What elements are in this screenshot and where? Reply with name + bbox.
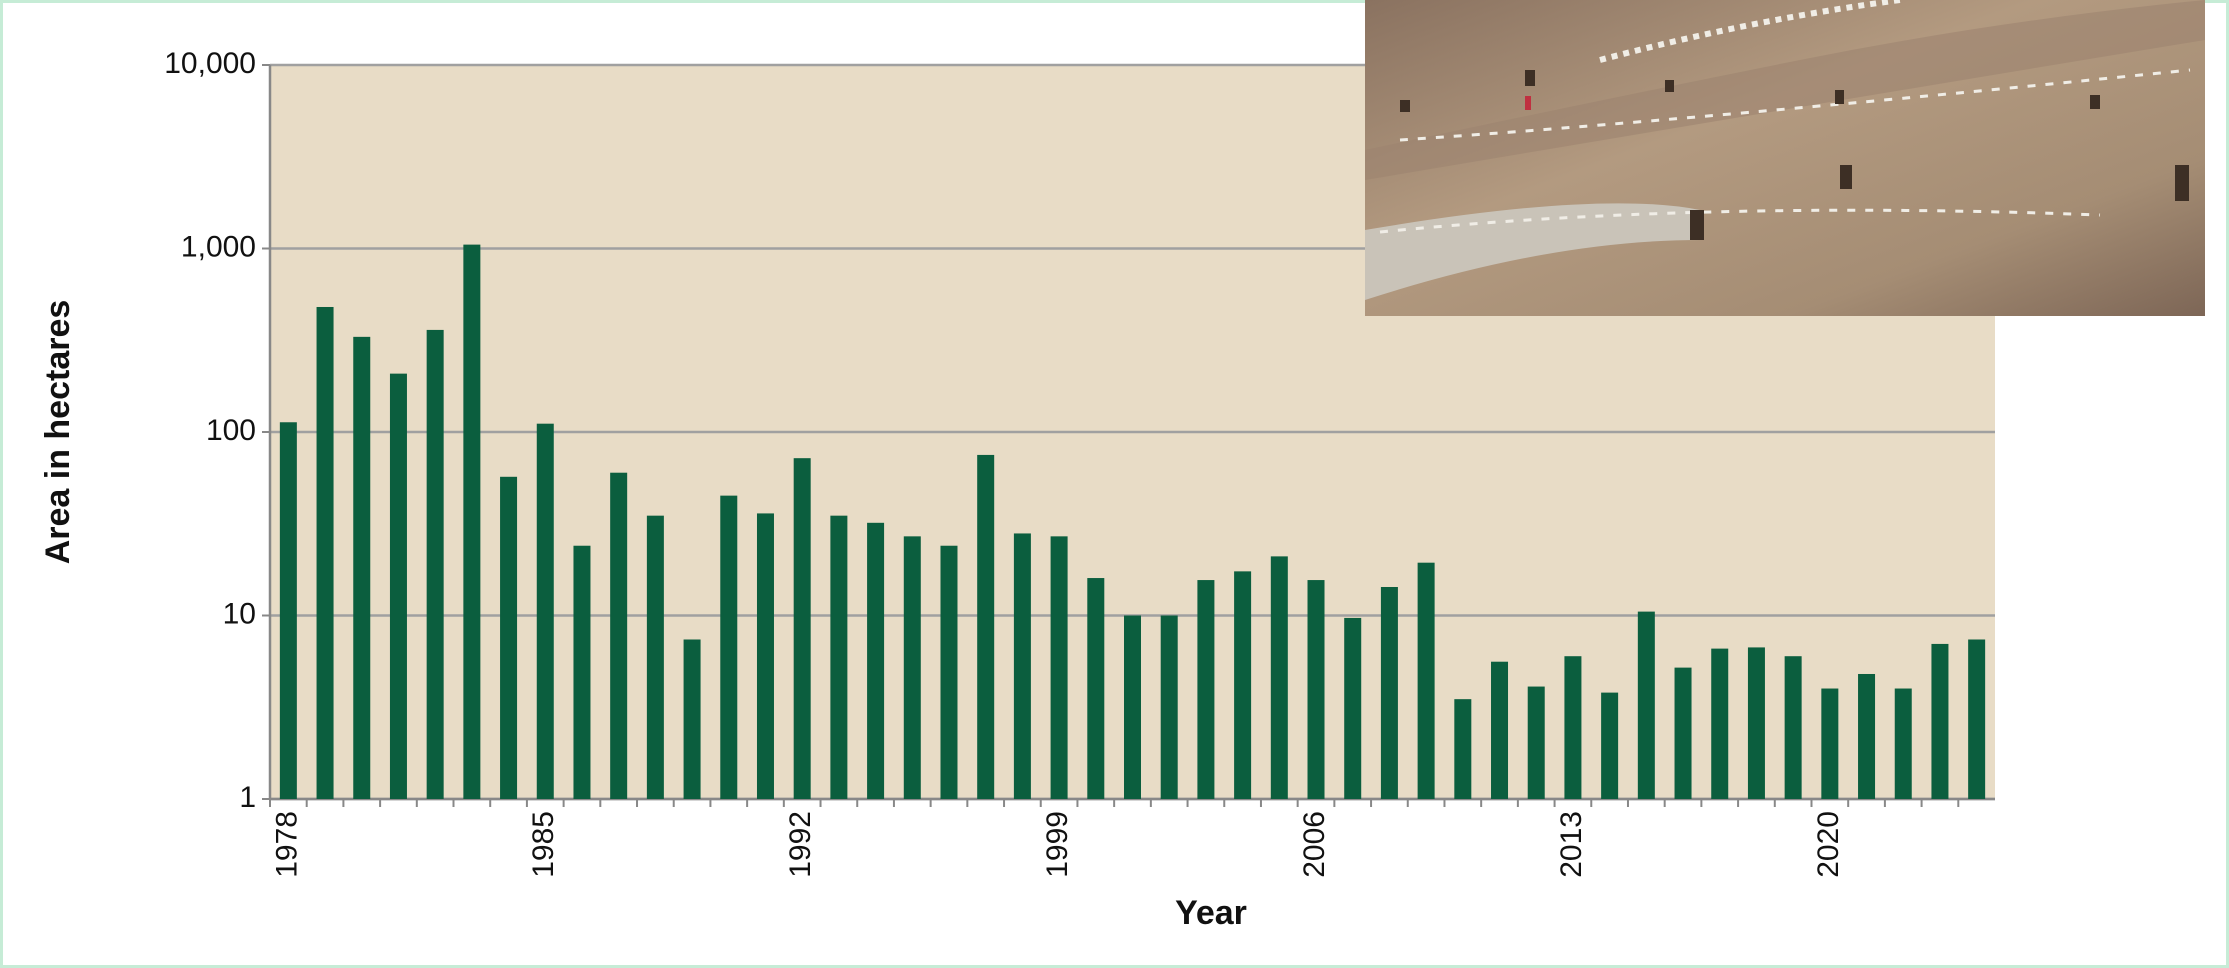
y-tick-label: 1: [239, 781, 256, 814]
bar: [1087, 578, 1105, 799]
bar: [500, 476, 518, 799]
bar: [1601, 692, 1619, 799]
bar: [1711, 648, 1729, 799]
bar: [1747, 647, 1765, 799]
bar: [756, 513, 774, 799]
bar: [1527, 686, 1545, 799]
bar: [1564, 656, 1582, 799]
bar: [940, 545, 958, 799]
bar: [1380, 586, 1398, 799]
bar: [463, 244, 481, 800]
y-tick-label: 1,000: [181, 230, 256, 263]
y-tick-label: 10: [223, 597, 256, 630]
x-tick-label: 1992: [784, 811, 817, 878]
bar: [536, 423, 554, 799]
bar: [610, 472, 628, 799]
bar: [977, 454, 995, 799]
bar: [1160, 615, 1178, 799]
bar: [1270, 556, 1288, 799]
bar: [1931, 643, 1949, 799]
bar: [1234, 571, 1252, 799]
bar: [720, 495, 738, 799]
bar: [1307, 580, 1325, 799]
bar: [830, 515, 848, 799]
photo: [1365, 0, 2205, 316]
bar: [1344, 617, 1362, 799]
bar: [1858, 673, 1876, 799]
bar: [316, 306, 334, 799]
bar: [1784, 656, 1802, 799]
x-tick-label: 2013: [1555, 811, 1588, 878]
y-tick-label: 100: [206, 414, 256, 447]
bar: [1637, 611, 1655, 799]
bar: [573, 545, 591, 799]
bar: [1894, 688, 1912, 799]
x-tick-label: 2020: [1812, 811, 1845, 878]
bar: [903, 536, 921, 799]
bar: [1013, 533, 1031, 799]
bar: [1124, 615, 1141, 799]
x-tick-label: 1978: [270, 811, 303, 878]
bar: [1491, 661, 1509, 799]
bar: [793, 458, 811, 799]
bar: [1968, 639, 1986, 799]
bar: [353, 336, 371, 799]
bar: [1454, 699, 1472, 799]
x-tick-label: 1999: [1041, 811, 1074, 878]
y-axis-title: Area in hectares: [39, 300, 77, 565]
y-tick-label: 10,000: [164, 47, 256, 80]
bar: [1674, 667, 1692, 799]
bar: [683, 639, 701, 799]
bar: [1417, 562, 1435, 799]
bar: [426, 329, 444, 799]
bar: [646, 515, 664, 799]
bar: [389, 373, 407, 799]
bar: [279, 422, 297, 799]
x-tick-label: 1985: [527, 811, 560, 878]
bar: [867, 522, 885, 799]
bar: [1821, 688, 1839, 799]
bar: [1050, 536, 1068, 799]
x-axis-title: Year: [1175, 894, 1247, 932]
bar: [1197, 580, 1215, 799]
x-tick-label: 2006: [1298, 811, 1331, 878]
